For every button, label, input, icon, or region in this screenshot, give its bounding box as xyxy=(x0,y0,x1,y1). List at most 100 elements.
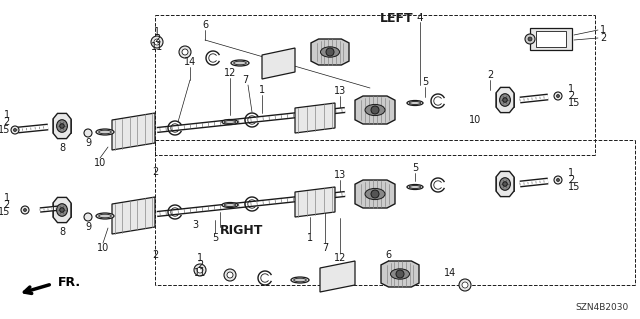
Polygon shape xyxy=(355,180,395,208)
Text: 1: 1 xyxy=(4,193,10,203)
Text: 8: 8 xyxy=(59,227,65,237)
Circle shape xyxy=(21,206,29,214)
Polygon shape xyxy=(496,171,514,197)
Text: 10: 10 xyxy=(97,243,109,253)
Circle shape xyxy=(557,179,559,182)
Circle shape xyxy=(557,94,559,98)
Polygon shape xyxy=(311,39,349,65)
Circle shape xyxy=(24,209,26,211)
Text: 12: 12 xyxy=(224,68,236,78)
Polygon shape xyxy=(53,197,71,223)
Circle shape xyxy=(227,272,233,278)
Text: 6: 6 xyxy=(385,250,391,260)
Text: 1: 1 xyxy=(568,168,574,178)
Text: LEFT: LEFT xyxy=(380,11,413,25)
Polygon shape xyxy=(381,261,419,287)
Text: 8: 8 xyxy=(59,143,65,153)
Text: 2: 2 xyxy=(154,34,160,44)
Text: 7: 7 xyxy=(242,75,248,85)
Circle shape xyxy=(371,190,379,198)
Text: 2: 2 xyxy=(152,167,158,177)
Text: 1: 1 xyxy=(4,110,10,120)
Text: 1: 1 xyxy=(154,27,160,37)
Circle shape xyxy=(13,129,17,131)
Text: 2: 2 xyxy=(600,33,606,43)
Text: 1: 1 xyxy=(197,253,203,263)
Ellipse shape xyxy=(407,184,423,189)
Ellipse shape xyxy=(222,203,238,207)
Circle shape xyxy=(84,129,92,137)
Text: 15: 15 xyxy=(568,98,580,108)
Text: 5: 5 xyxy=(412,163,418,173)
Text: 2: 2 xyxy=(4,117,10,127)
Text: 2: 2 xyxy=(197,260,203,270)
Text: 2: 2 xyxy=(568,91,574,101)
Ellipse shape xyxy=(96,129,114,135)
Text: 1: 1 xyxy=(568,84,574,94)
Circle shape xyxy=(459,279,471,291)
Text: 14: 14 xyxy=(444,268,456,278)
Text: SZN4B2030: SZN4B2030 xyxy=(575,303,628,313)
Text: 14: 14 xyxy=(184,57,196,67)
Text: 6: 6 xyxy=(202,20,208,30)
Text: 2: 2 xyxy=(487,70,493,80)
Polygon shape xyxy=(53,113,71,138)
Text: 13: 13 xyxy=(334,170,346,180)
Polygon shape xyxy=(112,197,155,234)
Text: 1: 1 xyxy=(307,233,313,243)
Circle shape xyxy=(179,46,191,58)
Text: 11: 11 xyxy=(151,42,163,52)
Circle shape xyxy=(197,267,203,273)
Text: 12: 12 xyxy=(334,253,346,263)
Ellipse shape xyxy=(234,61,246,65)
Circle shape xyxy=(84,213,92,221)
Bar xyxy=(536,31,566,47)
Ellipse shape xyxy=(225,121,236,123)
Polygon shape xyxy=(262,48,295,79)
Ellipse shape xyxy=(410,186,420,189)
Ellipse shape xyxy=(99,130,111,134)
Ellipse shape xyxy=(56,120,67,132)
Text: RIGHT: RIGHT xyxy=(220,224,264,236)
Circle shape xyxy=(503,182,508,186)
Text: 4: 4 xyxy=(417,13,423,23)
Text: FR.: FR. xyxy=(58,277,81,290)
Ellipse shape xyxy=(410,101,420,105)
Ellipse shape xyxy=(99,214,111,218)
Circle shape xyxy=(371,106,379,114)
Polygon shape xyxy=(112,113,155,150)
Polygon shape xyxy=(496,87,514,113)
Text: 15: 15 xyxy=(568,182,580,192)
Text: 9: 9 xyxy=(85,222,91,232)
Ellipse shape xyxy=(321,47,339,57)
Polygon shape xyxy=(320,261,355,292)
Text: 5: 5 xyxy=(422,77,428,87)
Text: 7: 7 xyxy=(322,243,328,253)
Bar xyxy=(530,28,572,50)
Text: 2: 2 xyxy=(4,200,10,210)
Text: 13: 13 xyxy=(334,86,346,96)
Ellipse shape xyxy=(291,277,309,283)
Circle shape xyxy=(462,282,468,288)
Circle shape xyxy=(326,48,334,56)
Ellipse shape xyxy=(365,104,385,115)
Circle shape xyxy=(525,34,535,44)
Circle shape xyxy=(154,39,160,45)
Polygon shape xyxy=(355,96,395,124)
Ellipse shape xyxy=(407,100,423,106)
Ellipse shape xyxy=(365,189,385,200)
Ellipse shape xyxy=(225,204,236,206)
Text: 1: 1 xyxy=(600,25,606,35)
Circle shape xyxy=(182,49,188,55)
Ellipse shape xyxy=(294,278,307,282)
Text: 15: 15 xyxy=(0,125,10,135)
Text: 10: 10 xyxy=(469,115,481,125)
Ellipse shape xyxy=(222,120,238,124)
Ellipse shape xyxy=(500,94,511,106)
Circle shape xyxy=(554,176,562,184)
Ellipse shape xyxy=(96,213,114,219)
Ellipse shape xyxy=(231,60,249,66)
Text: 9: 9 xyxy=(85,138,91,148)
Polygon shape xyxy=(295,103,335,133)
Ellipse shape xyxy=(390,269,410,279)
